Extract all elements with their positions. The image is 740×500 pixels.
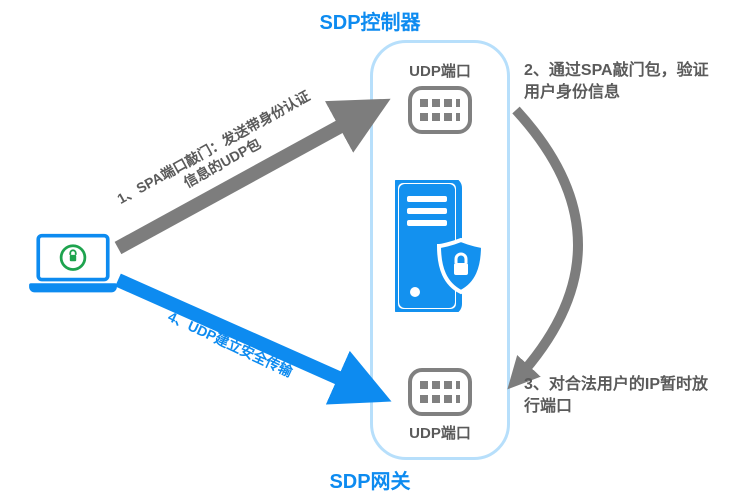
server-shield-icon [395, 180, 487, 312]
title-gateway: SDP网关 [0, 465, 740, 494]
step1-label: 1、SPA端口敲门：发送带身份认证信息的UDP包 [113, 87, 322, 224]
title-controller: SDP控制器 [0, 6, 740, 35]
arrow-step4 [118, 280, 370, 392]
udp-port-label-bottom: UDP端口 [370, 422, 510, 443]
step3-label: 3、对合法用户的IP暂时放行端口 [524, 374, 724, 417]
udp-port-label-top: UDP端口 [370, 60, 510, 81]
udp-port-icon-bottom [408, 368, 472, 416]
client-laptop-icon [26, 232, 120, 296]
step4-label: 4、UDP建立安全传输 [158, 305, 301, 384]
step2-label: 2、通过SPA敲门包，验证用户身份信息 [524, 60, 724, 103]
diagram-stage: SDP控制器 SDP网关 UDP端口 UDP端口 [0, 0, 740, 500]
udp-port-icon-top [408, 86, 472, 134]
arrow-steps-2-3-curve [516, 110, 578, 380]
